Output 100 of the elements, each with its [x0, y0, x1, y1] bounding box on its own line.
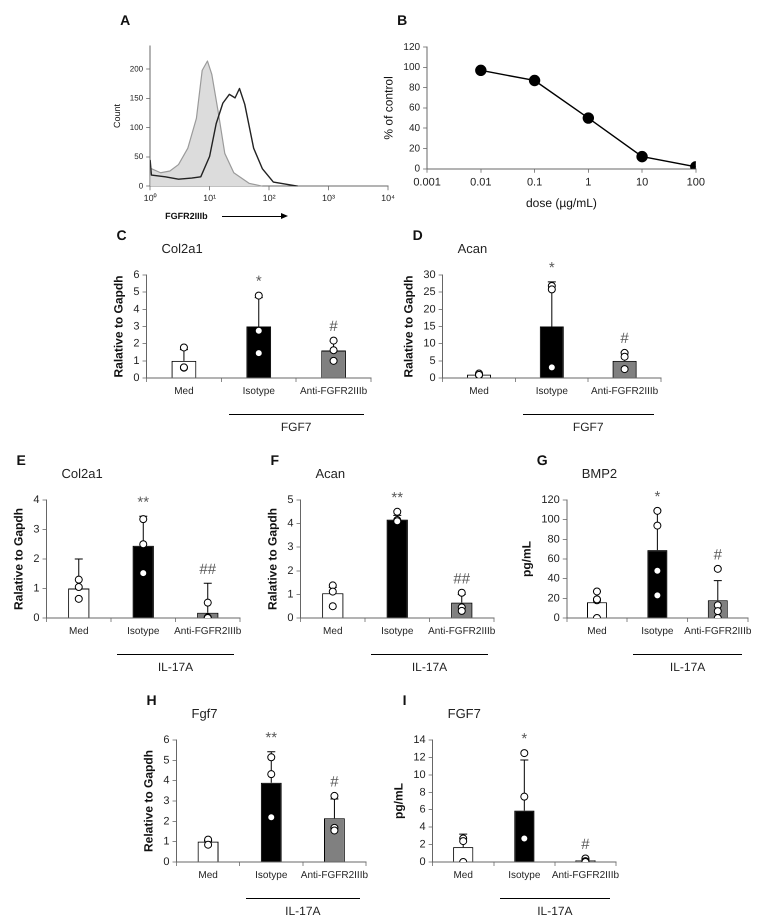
y-tick-label: 2 [163, 815, 170, 828]
y-tick-label: 1 [133, 354, 140, 367]
y-tick-label: 20 [423, 303, 436, 316]
x-tick-label: Isotype [255, 870, 288, 881]
y-tick-label: 0 [420, 856, 426, 868]
annotation: * [548, 260, 555, 277]
y-tick-label: 60 [548, 553, 560, 566]
y-tick-label: 6 [420, 804, 426, 816]
chart-subtitle: FGF7 [448, 706, 481, 721]
chart-title: D [412, 227, 423, 243]
text: IL-17A [156, 660, 194, 674]
x-tick-label: Anti-FGFR2IIIb [552, 870, 620, 881]
y-tick-label: 25 [423, 286, 436, 298]
y-axis-title: pg/mL [392, 783, 406, 819]
y-tick-label: 100 [130, 122, 144, 132]
x-tick-label: Isotype [508, 870, 541, 881]
y-tick-label: 120 [403, 42, 421, 53]
y-tick-label: 2 [133, 338, 140, 350]
y-tick-label: 6 [163, 734, 170, 746]
chart-subtitle: Acan [458, 241, 488, 256]
y-tick-label: 20 [408, 143, 421, 154]
y-axis-title: Ralative to Gapdh [266, 508, 280, 610]
x-tick-label: Med [587, 626, 607, 637]
x-tick-label: Anti-FGFR2IIIb [684, 626, 752, 637]
annotation: ## [453, 570, 471, 588]
y-tick-label: 2 [287, 564, 294, 577]
y-tick-label: 8 [420, 786, 426, 798]
x-tick-label: 10⁰ [144, 193, 157, 204]
x-tick-label: Med [323, 626, 342, 637]
text: FGF7 [572, 420, 605, 434]
y-tick-label: 4 [133, 303, 140, 316]
y-axis-title: Ralative to Gapdh [12, 508, 26, 610]
y-tick-label: 5 [163, 754, 170, 766]
x-axis-title: dose (µg/mL) [526, 196, 597, 210]
y-tick-label: 80 [548, 533, 560, 546]
y-tick-label: 1 [33, 582, 40, 595]
annotation: ## [199, 560, 217, 578]
annotation: # [329, 318, 338, 336]
chart-title: C [116, 227, 127, 243]
y-tick-label: 80 [408, 82, 421, 94]
y-tick-label: 5 [287, 494, 294, 506]
y-axis-title: pg/mL [520, 541, 534, 577]
annotation: # [714, 546, 723, 564]
x-tick-label: Anti-FGFR2IIIb [428, 626, 496, 637]
y-tick-label: 0 [430, 372, 436, 384]
x-tick-label: Anti-FGFR2IIIb [300, 386, 368, 397]
x-axis-title: FGFR2IIIb [165, 211, 208, 221]
text: IL-17A [410, 660, 448, 674]
y-axis-title: Ralative to Gapdh [112, 275, 126, 378]
y-tick-label: 14 [413, 734, 426, 746]
x-tick-label: Med [453, 870, 473, 881]
x-tick-label: Isotype [242, 386, 276, 397]
y-axis-title: Count [112, 104, 122, 128]
annotation: # [620, 330, 630, 347]
y-tick-label: 120 [541, 494, 560, 506]
y-tick-label: 50 [134, 152, 144, 162]
x-tick-label: 100 [686, 176, 706, 188]
chart-subtitle: Col2a1 [162, 241, 203, 256]
y-tick-label: 60 [408, 102, 421, 114]
y-tick-label: 0 [554, 612, 560, 624]
chart-subtitle: Col2a1 [62, 466, 103, 481]
text: IL-17A [668, 660, 706, 674]
x-tick-label: Isotype [536, 386, 568, 397]
chart-title: H [146, 692, 157, 708]
y-tick-label: 3 [163, 795, 170, 808]
x-tick-label: 10 [636, 176, 648, 188]
y-tick-label: 10 [423, 338, 436, 350]
y-tick-label: 15 [423, 320, 436, 333]
x-tick-label: 0.01 [470, 176, 492, 188]
y-tick-label: 20 [548, 592, 560, 604]
annotation: * [256, 273, 262, 290]
annotation: # [581, 836, 590, 854]
y-tick-label: 100 [541, 514, 560, 526]
y-tick-label: 4 [287, 518, 294, 530]
x-tick-label: 1 [585, 176, 592, 188]
y-tick-label: 0 [138, 181, 144, 190]
chart-title: B [397, 12, 408, 28]
text: FGF7 [280, 420, 312, 434]
y-tick-label: 150 [130, 94, 144, 103]
x-tick-label: Isotype [381, 626, 414, 637]
y-tick-label: 6 [133, 269, 140, 282]
annotation: ** [137, 494, 150, 511]
y-tick-label: 5 [133, 286, 140, 298]
y-tick-label: 100 [403, 62, 421, 74]
y-tick-label: 2 [420, 838, 426, 851]
x-tick-label: 0.1 [526, 176, 542, 188]
y-tick-label: 3 [133, 320, 140, 333]
x-tick-label: 0.001 [413, 176, 441, 188]
x-tick-label: Med [174, 386, 194, 397]
y-tick-label: 40 [408, 122, 421, 134]
x-tick-label: Anti-FGFR2IIIb [300, 870, 368, 881]
x-tick-label: Med [469, 386, 489, 397]
x-tick-label: 10³ [322, 193, 336, 204]
chart-subtitle: Acan [316, 466, 346, 481]
y-axis-title: % of control [382, 76, 396, 140]
chart-title: I [402, 692, 407, 708]
annotation: * [654, 488, 660, 506]
y-tick-label: 0 [414, 164, 421, 175]
chart-title: E [16, 452, 26, 468]
y-tick-label: 5 [430, 354, 436, 367]
